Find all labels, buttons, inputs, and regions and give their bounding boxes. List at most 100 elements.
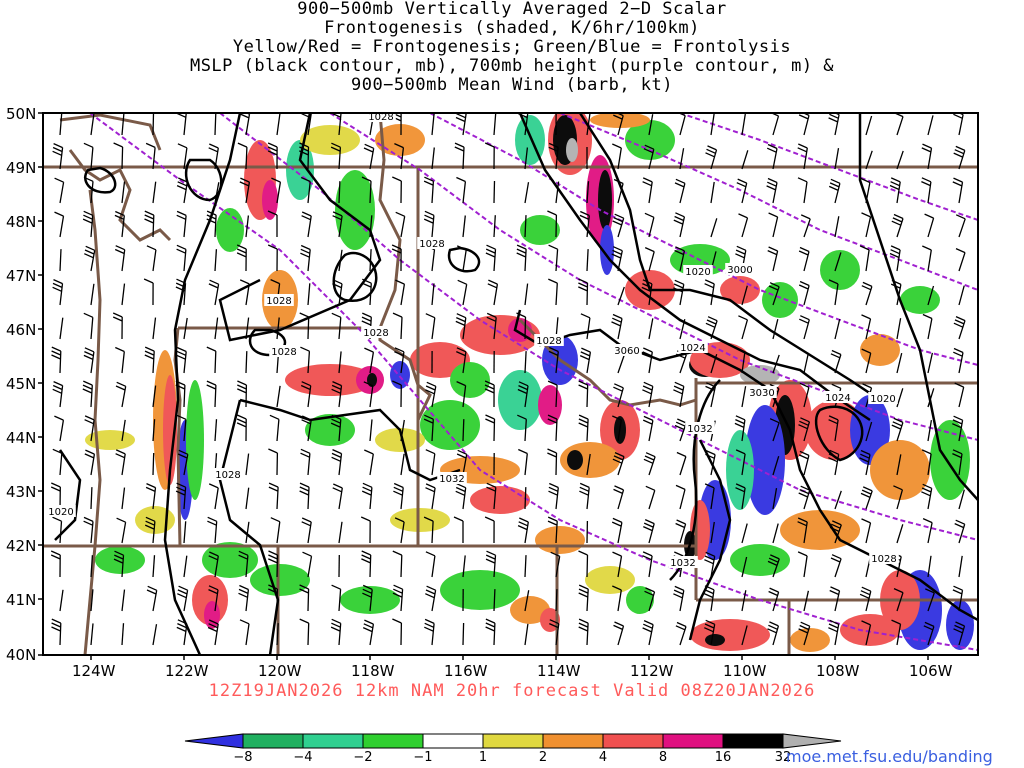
wind-barb xyxy=(927,555,932,578)
colorbar-swatch xyxy=(242,733,304,749)
wind-barb xyxy=(456,381,467,408)
wind-barb xyxy=(425,381,437,408)
wind-barb xyxy=(115,381,127,408)
wind-barb xyxy=(555,181,560,204)
wind-barb xyxy=(52,279,64,306)
map-plot-area: 1028 1028 1028 1028 1028 1028 1028 1020 1032 1032… xyxy=(43,113,978,655)
wind-barb xyxy=(772,319,779,340)
mslp-contour-label: 1020 xyxy=(870,394,895,405)
wind-barb xyxy=(299,312,310,340)
wind-barb xyxy=(113,142,124,170)
wind-barb xyxy=(394,143,405,170)
wind-barb xyxy=(484,380,495,408)
wind-barb xyxy=(952,585,964,612)
longitude-axis: 124W 122W 120W 118W 116W 114W 112W 110W … xyxy=(72,655,953,680)
wind-barb xyxy=(891,213,904,238)
wind-barb xyxy=(51,618,62,646)
wind-barb xyxy=(361,176,372,204)
wind-barb xyxy=(524,215,527,238)
wind-barb xyxy=(176,177,188,204)
lon-label-108w: 108W xyxy=(816,662,860,680)
wind-barb xyxy=(361,278,372,306)
wind-barb xyxy=(113,550,125,578)
wind-barb xyxy=(276,623,279,646)
lon-label-112w: 112W xyxy=(630,662,674,680)
wind-barb xyxy=(423,176,435,204)
wind-barb xyxy=(617,354,625,374)
wind-barb xyxy=(579,210,590,238)
wind-barb xyxy=(237,142,248,170)
wind-barb xyxy=(54,177,65,204)
wind-barb xyxy=(524,623,529,646)
colorbar-tick-label: −8 xyxy=(233,750,252,765)
wind-barb xyxy=(90,113,95,136)
wind-barb xyxy=(642,381,654,408)
lon-label-124w: 124W xyxy=(72,662,116,680)
wind-barb xyxy=(238,584,250,612)
wind-barb xyxy=(830,554,842,578)
wind-barb xyxy=(955,248,966,272)
wind-barb xyxy=(51,346,62,374)
wind-barb xyxy=(457,279,468,306)
wind-barb xyxy=(394,347,405,374)
wind-barb xyxy=(301,415,312,442)
wind-barb xyxy=(578,584,589,612)
wind-barb xyxy=(183,521,187,544)
wind-barb xyxy=(927,352,934,374)
wind-barb xyxy=(643,519,655,544)
wind-barb xyxy=(392,312,403,340)
wind-barb xyxy=(516,312,527,340)
wind-barb xyxy=(705,145,718,170)
wind-barb xyxy=(675,484,686,510)
wind-barb xyxy=(145,483,157,510)
mslp-contour-label: 1028 xyxy=(215,470,240,481)
wind-barb xyxy=(828,178,841,204)
wind-barb xyxy=(152,317,157,340)
wind-barb xyxy=(798,280,810,306)
wind-barb xyxy=(710,521,715,544)
wind-barb xyxy=(741,556,748,578)
wind-barb xyxy=(612,213,625,238)
source-credit-link[interactable]: moe.met.fsu.edu/banding xyxy=(786,747,993,766)
wind-barb xyxy=(710,354,718,374)
wind-barb xyxy=(236,414,247,442)
wind-barb xyxy=(710,218,718,238)
wind-barb xyxy=(803,352,810,374)
wind-barb xyxy=(115,449,126,476)
wind-barb xyxy=(207,516,218,544)
wind-barb xyxy=(643,144,655,170)
wind-barb xyxy=(524,147,529,170)
wind-barb xyxy=(338,351,342,374)
wind-barb xyxy=(548,278,558,306)
wind-barb xyxy=(392,618,403,646)
wind-barb xyxy=(214,249,218,272)
wind-barb xyxy=(114,245,126,272)
colorbar-tick-label: 4 xyxy=(599,750,607,765)
wind-barb xyxy=(485,618,496,646)
wind-barb xyxy=(208,483,219,510)
wind-barb xyxy=(152,181,157,204)
wind-barb xyxy=(704,483,715,510)
wind-barb xyxy=(484,142,495,170)
mslp-contour-label: 1032 xyxy=(687,424,712,435)
wind-barb xyxy=(952,415,964,442)
wind-barb xyxy=(673,585,685,612)
wind-barb xyxy=(493,180,496,204)
wind-barb xyxy=(268,482,279,510)
wind-barb xyxy=(710,181,715,204)
wind-barb xyxy=(268,584,279,612)
height-contour-label-bg xyxy=(725,263,755,275)
wind-barb xyxy=(704,279,715,306)
wind-barb xyxy=(891,417,904,442)
wind-barb xyxy=(828,415,839,442)
colorbar-tick-label: −2 xyxy=(353,750,372,765)
wind-barb xyxy=(767,621,780,646)
wind-barb xyxy=(953,347,964,374)
mslp-contour-label-bg xyxy=(683,265,713,277)
wind-barb xyxy=(176,346,187,374)
wind-barb xyxy=(923,621,935,646)
wind-barb xyxy=(176,414,187,442)
wind-barb xyxy=(369,215,373,238)
wind-barb xyxy=(423,516,434,544)
mslp-contour-label-bg xyxy=(823,391,853,403)
